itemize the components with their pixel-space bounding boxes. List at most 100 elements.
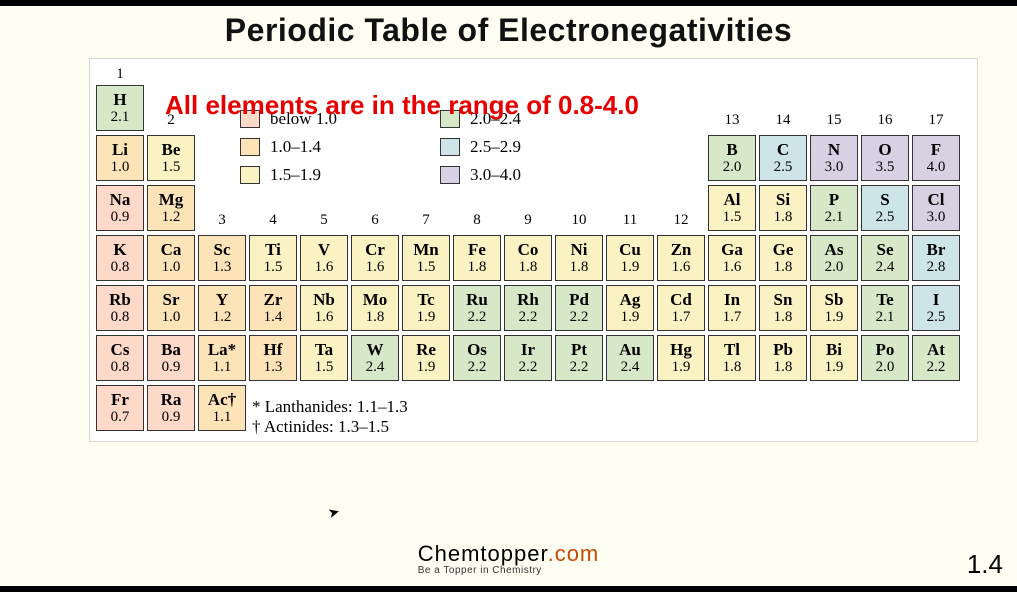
element-symbol: Li	[97, 141, 143, 158]
element-symbol: Cd	[658, 291, 704, 308]
element-symbol: Cs	[97, 341, 143, 358]
element-cell-pt: Pt2.2	[555, 335, 603, 381]
element-cell-fr: Fr 0.7	[96, 385, 144, 431]
element-symbol: Sb	[811, 291, 857, 308]
element-value: 1.8	[454, 260, 500, 275]
element-value: 0.9	[97, 210, 143, 225]
group-number: 9	[504, 185, 552, 231]
element-cell-in: In1.7	[708, 285, 756, 331]
element-value: 1.8	[709, 360, 755, 375]
element-symbol: Sr	[148, 291, 194, 308]
legend-label: 1.5–1.9	[270, 165, 390, 185]
element-cell-os: Os2.2	[453, 335, 501, 381]
element-value: 2.0	[862, 360, 908, 375]
element-value: 1.2	[199, 310, 245, 325]
legend-label: 2.5–2.9	[470, 137, 521, 157]
element-value: 3.5	[862, 160, 908, 175]
actinides-note: Actinides: 1.3–1.5	[264, 417, 389, 436]
element-cell-si: Si1.8	[759, 185, 807, 231]
element-value: 1.6	[301, 310, 347, 325]
element-cell-nb: Nb1.6	[300, 285, 348, 331]
element-symbol: Ru	[454, 291, 500, 308]
element-value: 1.7	[709, 310, 755, 325]
slide-title: Periodic Table of Electronegativities	[0, 6, 1017, 51]
element-value: 1.0	[148, 310, 194, 325]
act-mark: †	[252, 417, 261, 436]
element-symbol: C	[760, 141, 806, 158]
element-symbol: Si	[760, 191, 806, 208]
group-number: 15	[810, 85, 858, 131]
element-symbol: Be	[148, 141, 194, 158]
element-symbol: Pb	[760, 341, 806, 358]
legend-row: 1.0–1.42.5–2.9	[240, 133, 521, 161]
slide: Periodic Table of Electronegativities Al…	[0, 0, 1017, 592]
element-value: 2.2	[556, 310, 602, 325]
group-number: 17	[912, 85, 960, 131]
element-cell-pb: Pb1.8	[759, 335, 807, 381]
element-symbol: Ra	[148, 391, 194, 408]
element-symbol: Hf	[250, 341, 296, 358]
element-value: 2.1	[811, 210, 857, 225]
element-cell-v: V1.6	[300, 235, 348, 281]
legend-label: 3.0–4.0	[470, 165, 521, 185]
element-value: 2.4	[862, 260, 908, 275]
element-symbol: Ir	[505, 341, 551, 358]
element-cell-au: Au2.4	[606, 335, 654, 381]
element-symbol: P	[811, 191, 857, 208]
element-value: 1.3	[250, 360, 296, 375]
group-number: 14	[759, 85, 807, 131]
element-symbol: Cl	[913, 191, 959, 208]
element-cell-ir: Ir2.2	[504, 335, 552, 381]
element-cell-hg: Hg1.9	[657, 335, 705, 381]
element-cell-hf: Hf 1.3	[249, 335, 297, 381]
element-value: 3.0	[913, 210, 959, 225]
lan-mark: *	[252, 397, 261, 416]
element-value: 2.2	[556, 360, 602, 375]
element-symbol: Ca	[148, 241, 194, 258]
element-value: 1.9	[403, 310, 449, 325]
element-value: 1.2	[148, 210, 194, 225]
element-value: 1.9	[658, 360, 704, 375]
element-value: 1.9	[607, 260, 653, 275]
legend-swatch	[240, 138, 260, 156]
element-value: 1.8	[505, 260, 551, 275]
element-value: 1.0	[97, 160, 143, 175]
element-value: 0.8	[97, 310, 143, 325]
element-value: 1.7	[658, 310, 704, 325]
group-number: 3	[198, 185, 246, 231]
element-value: 1.1	[199, 410, 245, 425]
element-value: 1.6	[301, 260, 347, 275]
element-value: 1.9	[811, 360, 857, 375]
legend-swatch	[440, 138, 460, 156]
element-cell-mn: Mn1.5	[402, 235, 450, 281]
element-symbol: Fr	[97, 391, 143, 408]
element-value: 2.2	[454, 310, 500, 325]
element-symbol: Rh	[505, 291, 551, 308]
element-cell-y: Y1.2	[198, 285, 246, 331]
element-symbol: Fe	[454, 241, 500, 258]
element-cell-re: Re1.9	[402, 335, 450, 381]
element-symbol: Mg	[148, 191, 194, 208]
element-value: 1.6	[709, 260, 755, 275]
element-cell-ba: Ba0.9	[147, 335, 195, 381]
element-symbol: Au	[607, 341, 653, 358]
element-symbol: O	[862, 141, 908, 158]
element-value: 0.7	[97, 410, 143, 425]
brand-part1: Chemtopper	[418, 541, 548, 566]
element-symbol: As	[811, 241, 857, 258]
element-cell-tc: Tc1.9	[402, 285, 450, 331]
element-symbol: W	[352, 341, 398, 358]
element-symbol: F	[913, 141, 959, 158]
element-cell-h: H2.1	[96, 85, 144, 131]
element-value: 1.9	[811, 310, 857, 325]
element-cell-sn: Sn1.8	[759, 285, 807, 331]
element-cell-ti: Ti1.5	[249, 235, 297, 281]
element-value: 2.5	[862, 210, 908, 225]
element-symbol: Zr	[250, 291, 296, 308]
element-cell-o: O 3.5	[861, 135, 909, 181]
element-value: 2.0	[811, 260, 857, 275]
range-annotation: All elements are in the range of 0.8-4.0	[165, 90, 639, 121]
element-cell-k: K0.8	[96, 235, 144, 281]
element-cell-sc: Sc1.3	[198, 235, 246, 281]
element-cell-cl: Cl 3.0	[912, 185, 960, 231]
